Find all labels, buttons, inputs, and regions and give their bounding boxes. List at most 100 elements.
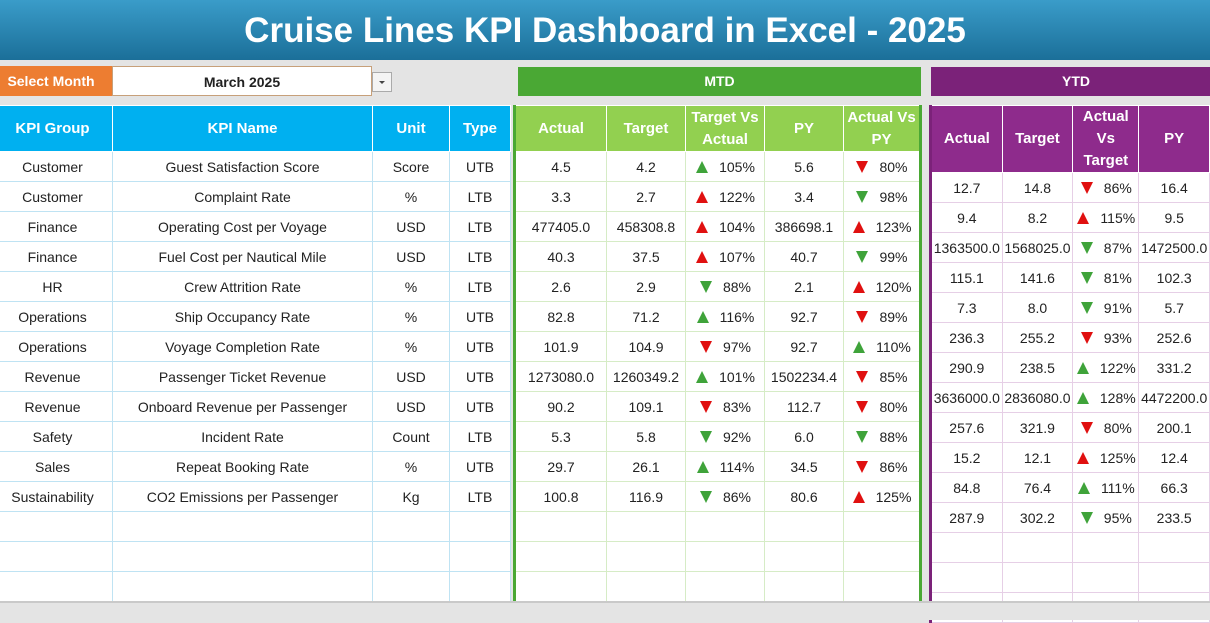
cell: 141.6 — [1001, 262, 1074, 293]
cell: USD — [372, 361, 450, 392]
data-row: 90.2 109.1 83% 112.7 80% — [514, 391, 921, 422]
cell: UTB — [449, 301, 511, 332]
empty-cell — [1138, 532, 1210, 563]
percent-wrap: 122% — [687, 189, 764, 205]
cell: 29.7 — [514, 451, 607, 482]
percent-wrap: 110% — [845, 339, 920, 355]
percent-cell: 98% — [843, 181, 921, 212]
percent-cell: 92% — [685, 421, 765, 452]
empty-cell — [606, 541, 686, 572]
empty-cell — [843, 541, 921, 572]
cell: 3.4 — [764, 181, 844, 212]
percent-wrap: 89% — [845, 309, 920, 325]
status-arrow — [1080, 511, 1093, 524]
cell: Complaint Rate — [112, 181, 373, 212]
percent-wrap: 81% — [1074, 270, 1138, 286]
cell: 92.7 — [764, 301, 844, 332]
dropdown-button[interactable] — [372, 72, 392, 92]
cell: 233.5 — [1138, 502, 1210, 533]
empty-cell — [764, 511, 844, 542]
column-header: Target — [1001, 105, 1074, 173]
empty-cell — [606, 511, 686, 542]
cell: 4.2 — [606, 151, 686, 182]
percent-cell: 81% — [1072, 262, 1140, 293]
percent-cell: 116% — [685, 301, 765, 332]
data-row: 290.9 238.5 122% 331.2 — [930, 352, 1210, 383]
empty-row — [930, 562, 1210, 593]
data-row: 40.3 37.5 107% 40.7 99% — [514, 241, 921, 272]
status-arrow — [1076, 451, 1089, 464]
empty-cell — [930, 562, 1003, 593]
cell: 102.3 — [1138, 262, 1210, 293]
percent-value: 87% — [1103, 239, 1132, 256]
cell: 12.4 — [1138, 442, 1210, 473]
percent-value: 99% — [879, 248, 908, 265]
cell: USD — [372, 211, 450, 242]
data-row: Operations Voyage Completion Rate% UTB — [0, 331, 511, 362]
cell: 236.3 — [930, 322, 1003, 353]
cell: LTB — [449, 421, 511, 452]
percent-value: 97% — [722, 338, 752, 355]
percent-value: 93% — [1103, 329, 1132, 346]
column-header: Target Vs Actual — [685, 105, 765, 152]
cell: 2.1 — [764, 271, 844, 302]
data-row: 82.8 71.2 116% 92.7 89% — [514, 301, 921, 332]
cell: Finance — [0, 211, 113, 242]
cell: Operations — [0, 301, 113, 332]
percent-cell: 128% — [1072, 382, 1140, 413]
percent-wrap: 125% — [845, 489, 920, 505]
cell: 9.4 — [930, 202, 1003, 233]
cell: UTB — [449, 451, 511, 482]
column-header: Target — [606, 105, 686, 152]
column-header: Actual Vs PY — [843, 105, 921, 152]
empty-row — [0, 541, 511, 572]
percent-cell: 122% — [685, 181, 765, 212]
percent-cell: 95% — [1072, 502, 1140, 533]
data-row: 29.7 26.1 114% 34.5 86% — [514, 451, 921, 482]
data-row: 477405.0 458308.8 104% 386698.1 123% — [514, 211, 921, 242]
cell: 76.4 — [1001, 472, 1074, 503]
empty-cell — [930, 532, 1003, 563]
cell: 6.0 — [764, 421, 844, 452]
percent-value: 104% — [719, 218, 755, 235]
empty-cell — [514, 571, 607, 602]
cell: 9.5 — [1138, 202, 1210, 233]
cell: 200.1 — [1138, 412, 1210, 443]
cell: 290.9 — [930, 352, 1003, 383]
empty-cell — [685, 541, 765, 572]
empty-cell — [0, 541, 113, 572]
empty-cell — [112, 511, 373, 542]
data-row: 3.3 2.7 122% 3.4 98% — [514, 181, 921, 212]
cell: 112.7 — [764, 391, 844, 422]
month-dropdown[interactable]: March 2025 — [112, 66, 372, 96]
cell: UTB — [449, 331, 511, 362]
percent-wrap: 86% — [845, 459, 920, 475]
percent-cell: 80% — [1072, 412, 1140, 443]
cell: 321.9 — [1001, 412, 1074, 443]
percent-value: 101% — [719, 368, 755, 385]
percent-value: 91% — [1103, 299, 1132, 316]
percent-wrap: 85% — [845, 369, 920, 385]
cell: 3636000.0 — [930, 382, 1003, 413]
cell: 1363500.0 — [930, 232, 1003, 263]
percent-wrap: 99% — [845, 248, 920, 265]
cell: 386698.1 — [764, 211, 844, 242]
cell: 477405.0 — [514, 211, 607, 242]
percent-wrap: 93% — [1074, 329, 1138, 346]
cell: Fuel Cost per Nautical Mile — [112, 241, 373, 272]
ytd-table: Actual Target Actual Vs Target PY 12.7 14.8 86… — [929, 105, 1210, 623]
percent-value: 80% — [879, 398, 908, 415]
percent-wrap: 80% — [845, 398, 920, 415]
cell: LTB — [449, 241, 511, 272]
empty-cell — [372, 541, 450, 572]
sheet-footer — [0, 601, 1210, 620]
empty-cell — [843, 571, 921, 602]
cell: 66.3 — [1138, 472, 1210, 503]
column-header: Actual — [930, 105, 1003, 173]
percent-value: 114% — [719, 458, 755, 475]
data-row: Revenue Onboard Revenue per Passenger USD U… — [0, 391, 511, 422]
cell: CO2 Emissions per Passenger — [112, 481, 373, 512]
cell: Guest Satisfaction Score — [112, 151, 373, 182]
percent-value: 120% — [875, 278, 912, 295]
